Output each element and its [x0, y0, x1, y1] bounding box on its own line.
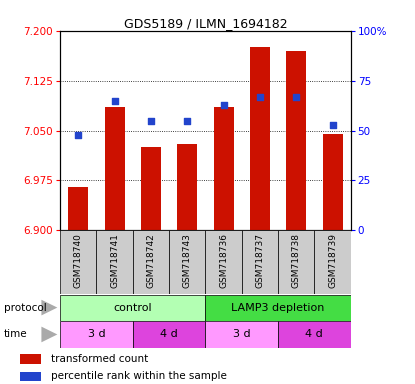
Bar [322, 134, 342, 230]
Text: GSM718737: GSM718737 [255, 233, 264, 288]
Bar [278, 321, 351, 348]
Text: 3 d: 3 d [88, 329, 105, 339]
Bar [141, 147, 161, 230]
Bar [60, 230, 96, 294]
Bar [214, 107, 234, 230]
Text: GSM718739: GSM718739 [328, 233, 337, 288]
Text: GSM718741: GSM718741 [110, 233, 119, 288]
Text: time: time [4, 329, 28, 339]
Point [329, 121, 336, 127]
Bar [133, 230, 169, 294]
Text: 4 d: 4 d [305, 329, 323, 339]
Point [220, 101, 227, 108]
Bar [250, 47, 270, 230]
Text: control: control [113, 303, 152, 313]
Bar [105, 107, 124, 230]
Bar [278, 230, 315, 294]
Text: GSM718738: GSM718738 [292, 233, 301, 288]
Text: LAMP3 depletion: LAMP3 depletion [232, 303, 325, 313]
Text: transformed count: transformed count [51, 354, 148, 364]
Point [184, 118, 190, 124]
Bar [133, 321, 205, 348]
Polygon shape [42, 327, 57, 342]
Text: GSM718742: GSM718742 [146, 233, 156, 288]
Bar [20, 354, 41, 364]
Text: protocol: protocol [4, 303, 47, 313]
Title: GDS5189 / ILMN_1694182: GDS5189 / ILMN_1694182 [124, 17, 287, 30]
Point [256, 94, 263, 100]
Text: GSM718736: GSM718736 [219, 233, 228, 288]
Text: GSM718740: GSM718740 [74, 233, 83, 288]
Point [148, 118, 154, 124]
Text: percentile rank within the sample: percentile rank within the sample [51, 371, 227, 381]
Point [293, 94, 300, 100]
Bar [169, 230, 205, 294]
Bar [205, 321, 278, 348]
Polygon shape [42, 300, 57, 315]
Bar [60, 295, 205, 321]
Bar [68, 187, 88, 230]
Point [111, 98, 118, 104]
Bar [177, 144, 197, 230]
Bar [205, 230, 242, 294]
Bar [315, 230, 351, 294]
Bar [242, 230, 278, 294]
Bar [205, 295, 351, 321]
Text: 3 d: 3 d [233, 329, 251, 339]
Text: GSM718743: GSM718743 [183, 233, 192, 288]
Bar [286, 51, 306, 230]
Bar [60, 321, 133, 348]
Point [75, 131, 82, 137]
Bar [20, 372, 41, 381]
Text: 4 d: 4 d [160, 329, 178, 339]
Bar [96, 230, 133, 294]
